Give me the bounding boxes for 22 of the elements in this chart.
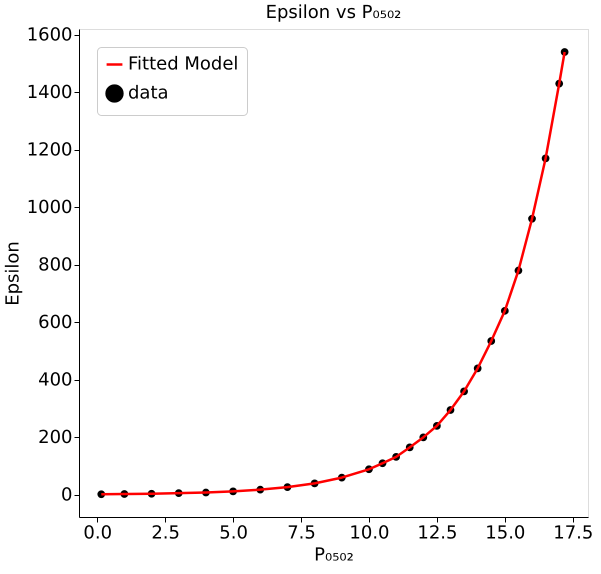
y-tick-label: 1200 bbox=[26, 139, 72, 160]
x-tick-label: 7.5 bbox=[287, 522, 316, 544]
y-tick-label: 400 bbox=[38, 369, 72, 390]
x-axis-title: P₀₅₀₂ bbox=[314, 544, 354, 566]
x-tick-label: 10.0 bbox=[349, 522, 390, 544]
x-tick-label: 2.5 bbox=[151, 522, 180, 544]
legend-label: data bbox=[128, 82, 169, 104]
y-tick-label: 0 bbox=[61, 484, 72, 506]
x-tick-label: 5.0 bbox=[219, 522, 248, 544]
chart-title: Epsilon vs P₀₅₀₂ bbox=[266, 2, 402, 23]
legend-label: Fitted Model bbox=[128, 54, 238, 74]
y-tick-label: 1600 bbox=[26, 24, 72, 46]
x-tick-label: 15.0 bbox=[485, 522, 526, 544]
x-tick-label: 0.0 bbox=[83, 522, 112, 544]
x-tick-label: 12.5 bbox=[417, 522, 458, 544]
y-tick-label: 600 bbox=[38, 312, 72, 333]
y-tick-label: 800 bbox=[38, 254, 72, 276]
y-axis-title: Epsilon bbox=[2, 241, 24, 306]
y-tick-label: 1000 bbox=[26, 196, 72, 218]
y-tick-label: 1400 bbox=[26, 82, 72, 103]
x-tick-label: 17.5 bbox=[553, 522, 594, 544]
y-tick-label: 200 bbox=[38, 426, 72, 448]
